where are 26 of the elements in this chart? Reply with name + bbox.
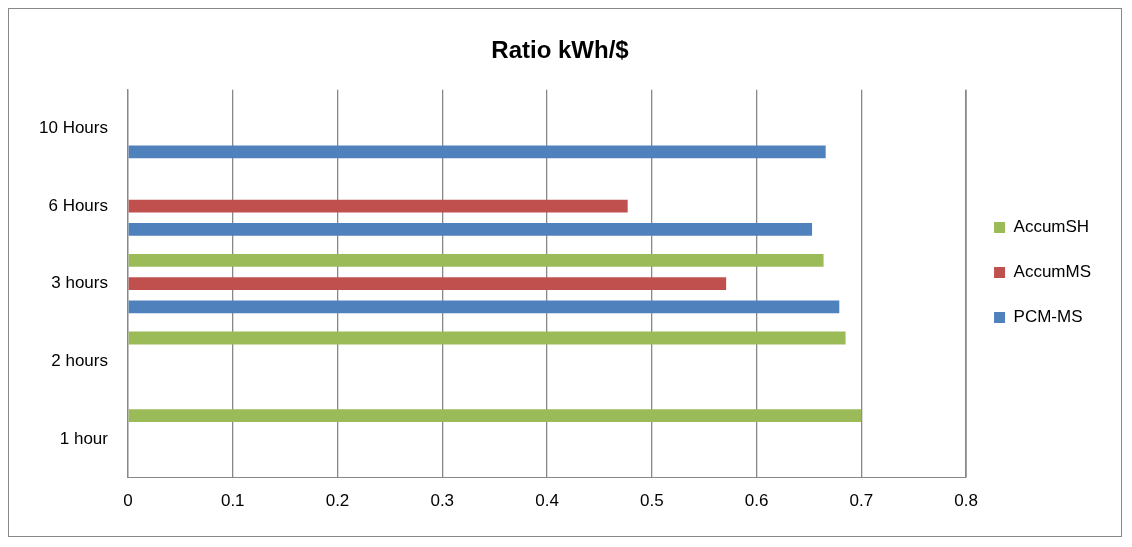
bar xyxy=(128,409,862,422)
x-tick-label: 0.7 xyxy=(849,491,874,511)
y-tick-label: 2 hours xyxy=(51,350,108,370)
x-tick-label: 0.3 xyxy=(430,491,455,511)
bar xyxy=(128,145,826,159)
y-tick-label: 1 hour xyxy=(59,428,109,448)
x-tick-label: 0.4 xyxy=(535,491,559,511)
x-tick-label: 0.1 xyxy=(220,491,245,511)
chart-title: Ratio kWh/$ xyxy=(491,36,630,64)
y-tick-label: 10 Hours xyxy=(39,118,108,138)
bar xyxy=(128,331,846,345)
legend-label: AccumSH xyxy=(1013,217,1090,237)
bar xyxy=(128,223,813,236)
legend-label: AccumMS xyxy=(1013,262,1092,282)
x-tick-label: 0 xyxy=(123,491,133,511)
legend-label: PCM-MS xyxy=(1013,307,1083,327)
bar xyxy=(128,277,727,291)
x-tick-label: 0.5 xyxy=(639,491,664,511)
y-tick-label: 3 hours xyxy=(51,273,108,293)
bar xyxy=(128,254,824,267)
x-tick-label: 0.8 xyxy=(954,491,978,511)
x-tick-label: 0.2 xyxy=(325,491,350,511)
x-tick-label: 0.6 xyxy=(744,491,769,511)
bar xyxy=(128,300,840,314)
y-tick-label: 6 Hours xyxy=(48,195,108,215)
bar xyxy=(128,199,628,213)
